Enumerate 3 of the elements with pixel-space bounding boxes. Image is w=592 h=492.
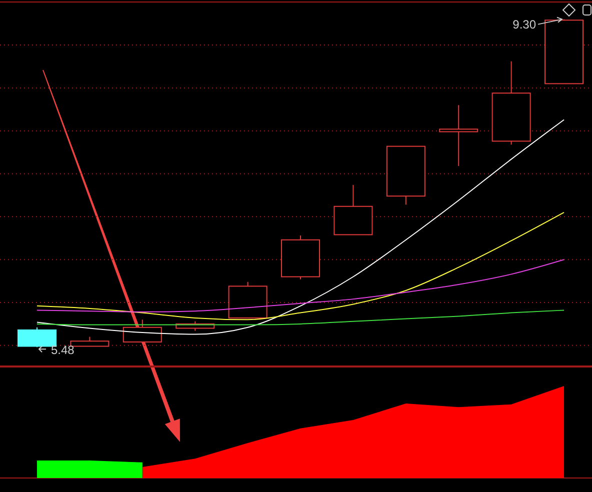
candlestick — [439, 104, 478, 167]
annotation: 9.30 — [512, 17, 536, 32]
annotation: 5.48 — [51, 343, 75, 358]
